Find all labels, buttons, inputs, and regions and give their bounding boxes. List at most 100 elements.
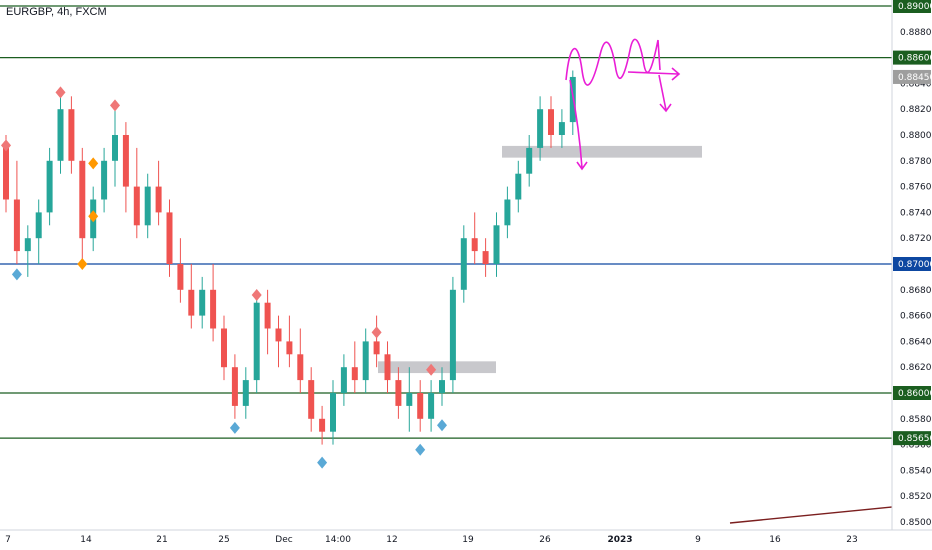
- pivot-marker: [11, 268, 22, 281]
- level-badge: [893, 0, 931, 13]
- level-badge-label: 0.88600: [898, 54, 932, 64]
- candle-body: [471, 238, 478, 252]
- candle-body: [297, 354, 304, 381]
- level-badge-label: 0.85650: [898, 434, 932, 444]
- rectangle-zones: [378, 145, 702, 374]
- annotation-down-arrow-left: [569, 79, 588, 171]
- candle-body: [210, 289, 217, 329]
- x-tick-label: 9: [695, 535, 701, 545]
- x-tick-label: Dec: [275, 535, 292, 545]
- chart-title: EURGBP, 4h, FXCM: [6, 6, 107, 18]
- candle-body: [24, 238, 31, 252]
- candle-body: [460, 238, 467, 290]
- candle-body: [177, 264, 184, 290]
- candle-body: [112, 135, 118, 161]
- zone-rectangle: [502, 145, 702, 158]
- candle-body: [417, 393, 424, 419]
- candle-body: [384, 354, 391, 381]
- candle-body: [133, 186, 140, 226]
- x-tick-label: 14: [80, 535, 92, 545]
- level-badge: [893, 257, 931, 271]
- x-tick-label: 23: [846, 535, 857, 545]
- candle-body: [57, 109, 64, 161]
- pivot-marker: [426, 363, 437, 376]
- plot-background: [0, 0, 892, 530]
- candle-body: [13, 199, 20, 252]
- pivot-marker: [55, 86, 66, 99]
- x-tick-label: 25: [218, 535, 229, 545]
- x-tick-label: 21: [156, 535, 167, 545]
- drawn-annotations: [565, 38, 893, 524]
- x-tick-label: 19: [462, 535, 474, 545]
- candle-body: [275, 328, 282, 342]
- candle-body: [166, 212, 173, 264]
- candle-body: [46, 160, 53, 213]
- candle-body: [264, 302, 271, 329]
- candle-body: [242, 380, 249, 406]
- candle-body: [340, 367, 347, 393]
- candle-body: [395, 380, 402, 406]
- candle-body: [548, 109, 554, 135]
- candle-body: [188, 289, 195, 316]
- candle-body: [373, 341, 380, 355]
- x-tick-label: 26: [539, 535, 551, 545]
- candle-body: [504, 199, 511, 226]
- candle-body: [558, 122, 565, 135]
- annotation-wave-path: [565, 38, 661, 86]
- candle-body: [330, 393, 336, 432]
- pivot-marker: [371, 326, 382, 339]
- candle-body: [428, 393, 435, 419]
- candle-body: [3, 147, 9, 200]
- annotation-down-arrow-right: [658, 74, 672, 113]
- annotation-right-arrow: [627, 67, 681, 81]
- candle-body: [101, 160, 108, 200]
- pivot-markers: [1, 86, 447, 469]
- x-tick-label: 7: [5, 535, 11, 545]
- last-price-label: 0.88450: [898, 73, 932, 83]
- pivot-marker: [251, 288, 262, 301]
- zone-rectangle: [378, 361, 496, 374]
- pivot-marker: [88, 210, 99, 223]
- y-tick-label: 0.88800: [900, 28, 932, 38]
- candle-body: [515, 173, 522, 200]
- pivot-marker: [437, 419, 447, 432]
- time-axis[interactable]: 7 14 21 25 Dec 14:00 12 19 26 2023 9 16 23: [5, 535, 858, 545]
- level-badge-label: 0.87000: [898, 260, 932, 270]
- level-badge: [893, 386, 931, 400]
- level-badge: [893, 50, 931, 65]
- candle-body: [439, 380, 445, 393]
- pivot-marker: [1, 139, 11, 152]
- level-badge-label: 0.89000: [898, 2, 932, 12]
- last-price-badge: [893, 69, 931, 84]
- pivot-marker: [415, 443, 426, 456]
- candle-body: [351, 367, 358, 381]
- candle-body: [122, 135, 129, 187]
- candle-body: [493, 225, 500, 264]
- pivot-marker: [110, 99, 120, 112]
- candle-body: [526, 147, 533, 174]
- candle-body: [406, 393, 413, 406]
- price-badges: 0.89000 0.88600 0.87000 0.86000 0.85650 0.884…: [893, 0, 932, 446]
- x-tick-label: 2023: [607, 535, 632, 545]
- candle-body: [155, 186, 162, 213]
- candle-body: [253, 302, 260, 381]
- candle-body: [449, 289, 456, 381]
- candle-body: [286, 341, 293, 355]
- candle-body: [79, 160, 86, 239]
